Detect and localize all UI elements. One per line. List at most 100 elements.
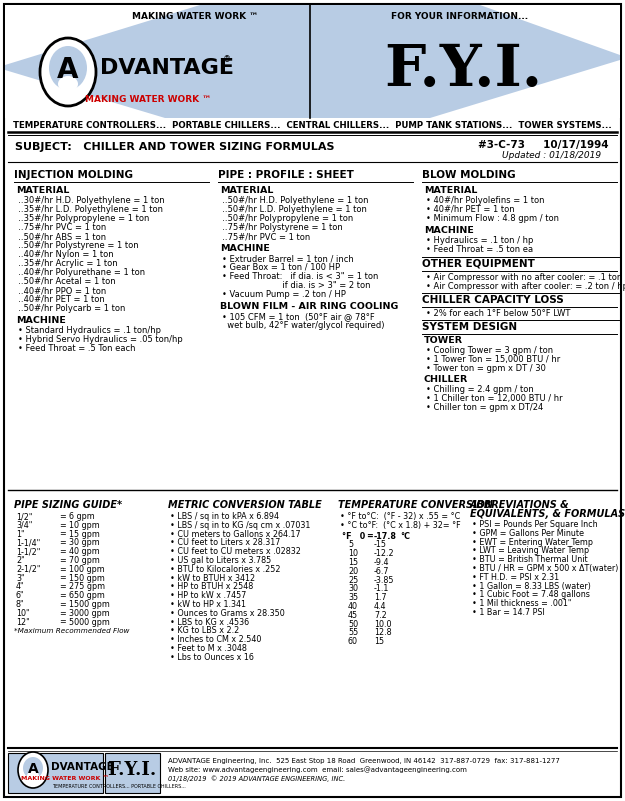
Text: MATERIAL: MATERIAL bbox=[424, 186, 478, 195]
Text: • Inches to CM x 2.540: • Inches to CM x 2.540 bbox=[170, 635, 261, 644]
Text: • Air Compressor with no after cooler: = .1 ton / hp: • Air Compressor with no after cooler: =… bbox=[426, 273, 625, 282]
Text: • Cooling Tower = 3 gpm / ton: • Cooling Tower = 3 gpm / ton bbox=[426, 346, 553, 355]
Polygon shape bbox=[5, 5, 200, 65]
Text: ‥35#/hr L.D. Polyethylene = 1 ton: ‥35#/hr L.D. Polyethylene = 1 ton bbox=[18, 205, 163, 214]
Bar bbox=[5, 5, 620, 118]
Text: -9.4: -9.4 bbox=[374, 558, 389, 567]
Text: MAKING WATER WORK ™: MAKING WATER WORK ™ bbox=[85, 95, 211, 104]
Text: =: = bbox=[59, 512, 66, 521]
Text: ‥50#/hr Acetal = 1 ton: ‥50#/hr Acetal = 1 ton bbox=[18, 277, 116, 286]
Text: 55: 55 bbox=[348, 629, 358, 638]
Text: 15 gpm: 15 gpm bbox=[69, 529, 100, 538]
Text: SYSTEM DESIGN: SYSTEM DESIGN bbox=[422, 322, 517, 332]
Text: CHILLER CAPACITY LOSS: CHILLER CAPACITY LOSS bbox=[422, 295, 564, 305]
Text: • Feed Throat:   if dia. is < 3" = 1 ton: • Feed Throat: if dia. is < 3" = 1 ton bbox=[222, 272, 378, 281]
Text: • EWT = Entering Water Temp: • EWT = Entering Water Temp bbox=[472, 537, 593, 546]
Text: • FT H.D. = PSI x 2.31: • FT H.D. = PSI x 2.31 bbox=[472, 573, 559, 582]
Text: ‥40#/hr Nylon = 1 ton: ‥40#/hr Nylon = 1 ton bbox=[18, 250, 114, 259]
Text: =: = bbox=[59, 565, 66, 574]
Text: #3-C-73     10/17/1994: #3-C-73 10/17/1994 bbox=[478, 140, 609, 150]
Text: Web site: www.advantageengineering.com  email: sales@advantageengineering.com: Web site: www.advantageengineering.com e… bbox=[168, 766, 467, 773]
Text: =: = bbox=[59, 538, 66, 547]
Text: 1-1/2": 1-1/2" bbox=[16, 547, 41, 556]
Text: • HP to BTUH x 2548: • HP to BTUH x 2548 bbox=[170, 582, 253, 591]
Text: • LBS / sq in to KG /sq cm x .07031: • LBS / sq in to KG /sq cm x .07031 bbox=[170, 521, 311, 529]
Text: 5000 gpm: 5000 gpm bbox=[69, 618, 110, 626]
Text: • 1 Mil thickness = .001": • 1 Mil thickness = .001" bbox=[472, 599, 571, 608]
Text: -3.85: -3.85 bbox=[374, 576, 394, 585]
Text: 01/18/2019  © 2019 ADVANTAGE ENGINEERING, INC.: 01/18/2019 © 2019 ADVANTAGE ENGINEERING,… bbox=[168, 775, 345, 782]
Text: 12": 12" bbox=[16, 618, 30, 626]
Bar bbox=[8, 753, 103, 793]
Text: if dia. is > 3" = 2 ton: if dia. is > 3" = 2 ton bbox=[222, 281, 371, 290]
Text: 70 gpm: 70 gpm bbox=[69, 556, 100, 565]
Text: -12.2: -12.2 bbox=[374, 549, 394, 558]
Text: MACHINE: MACHINE bbox=[220, 244, 270, 253]
Text: • Feed Throat = .5 Ton each: • Feed Throat = .5 Ton each bbox=[18, 344, 136, 353]
Text: 1": 1" bbox=[16, 529, 24, 538]
Text: • LBS / sq in to kPA x 6.894: • LBS / sq in to kPA x 6.894 bbox=[170, 512, 279, 521]
Text: -15: -15 bbox=[374, 541, 387, 549]
Text: INJECTION MOLDING: INJECTION MOLDING bbox=[14, 170, 133, 180]
Text: 3000 gpm: 3000 gpm bbox=[69, 609, 110, 618]
Text: • Hybrid Servo Hydraulics = .05 ton/hp: • Hybrid Servo Hydraulics = .05 ton/hp bbox=[18, 335, 182, 344]
Text: 40 gpm: 40 gpm bbox=[69, 547, 100, 556]
Text: • 1 Gallon = 8.33 LBS (water): • 1 Gallon = 8.33 LBS (water) bbox=[472, 582, 591, 590]
Text: ‥75#/hr PVC = 1 ton: ‥75#/hr PVC = 1 ton bbox=[18, 223, 106, 232]
Text: 30: 30 bbox=[348, 585, 358, 594]
Text: • CU meters to Gallons x 264.17: • CU meters to Gallons x 264.17 bbox=[170, 529, 301, 538]
Text: • Extruder Barrel = 1 ton / inch: • Extruder Barrel = 1 ton / inch bbox=[222, 254, 354, 263]
Text: 3/4": 3/4" bbox=[16, 521, 32, 529]
Text: ‥75#/hr Polystyrene = 1 ton: ‥75#/hr Polystyrene = 1 ton bbox=[222, 223, 343, 232]
Text: wet bulb, 42°F water/glycol required): wet bulb, 42°F water/glycol required) bbox=[222, 321, 384, 330]
Text: ‥50#/hr Polypropylene = 1 ton: ‥50#/hr Polypropylene = 1 ton bbox=[222, 214, 353, 223]
Ellipse shape bbox=[23, 757, 43, 779]
Text: 15: 15 bbox=[374, 638, 384, 646]
Text: -1.1: -1.1 bbox=[374, 585, 389, 594]
Text: PIPE SIZING GUIDE*: PIPE SIZING GUIDE* bbox=[14, 500, 122, 510]
Text: 10 gpm: 10 gpm bbox=[69, 521, 100, 529]
Text: ADVANTAGE Engineering, Inc.  525 East Stop 18 Road  Greenwood, IN 46142  317-887: ADVANTAGE Engineering, Inc. 525 East Sto… bbox=[168, 758, 560, 764]
Ellipse shape bbox=[49, 46, 87, 90]
Text: 1-1/4": 1-1/4" bbox=[16, 538, 40, 547]
Text: A: A bbox=[58, 56, 79, 84]
Text: OTHER EQUIPMENT: OTHER EQUIPMENT bbox=[422, 259, 535, 269]
Text: • PSI = Pounds Per Square Inch: • PSI = Pounds Per Square Inch bbox=[472, 520, 598, 529]
Text: • Lbs to Ounces x 16: • Lbs to Ounces x 16 bbox=[170, 653, 254, 662]
Text: • HP to kW x .7457: • HP to kW x .7457 bbox=[170, 591, 246, 600]
Text: 6 gpm: 6 gpm bbox=[69, 512, 95, 521]
Text: • °C to°F:  (°C x 1.8) + 32= °F: • °C to°F: (°C x 1.8) + 32= °F bbox=[340, 521, 461, 529]
Text: 35: 35 bbox=[348, 594, 358, 602]
Text: • Minimum Flow : 4.8 gpm / ton: • Minimum Flow : 4.8 gpm / ton bbox=[426, 214, 559, 223]
Text: TEMPERATURE CONTROLLERS... PORTABLE CHILLERS...: TEMPERATURE CONTROLLERS... PORTABLE CHIL… bbox=[52, 784, 186, 790]
Text: 2": 2" bbox=[16, 556, 25, 565]
Text: °C: °C bbox=[400, 532, 410, 541]
Text: F.Y.I.: F.Y.I. bbox=[107, 761, 157, 779]
Text: =: = bbox=[59, 618, 66, 626]
Text: • CU feet to Liters x 28.317: • CU feet to Liters x 28.317 bbox=[170, 538, 281, 547]
Text: 3": 3" bbox=[16, 574, 24, 582]
Text: CHILLER: CHILLER bbox=[424, 375, 468, 384]
Polygon shape bbox=[5, 70, 165, 118]
Text: • LWT = Leaving Water Temp: • LWT = Leaving Water Temp bbox=[472, 546, 589, 555]
Text: MACHINE: MACHINE bbox=[424, 226, 474, 235]
Text: =: = bbox=[59, 582, 66, 591]
Ellipse shape bbox=[40, 38, 96, 106]
Text: FOR YOUR INFORMATION...: FOR YOUR INFORMATION... bbox=[391, 12, 529, 21]
Text: DVANTAGE: DVANTAGE bbox=[51, 762, 114, 772]
Text: 10.0: 10.0 bbox=[374, 620, 391, 629]
Ellipse shape bbox=[58, 76, 78, 92]
Text: ®: ® bbox=[223, 55, 231, 65]
Text: METRIC CONVERSION TABLE: METRIC CONVERSION TABLE bbox=[168, 500, 322, 510]
Text: 30 gpm: 30 gpm bbox=[69, 538, 100, 547]
Text: ‥40#/hr PET = 1 ton: ‥40#/hr PET = 1 ton bbox=[18, 295, 105, 304]
Text: • Chiller ton = gpm x DT/24: • Chiller ton = gpm x DT/24 bbox=[426, 403, 543, 412]
Text: • 40#/hr Polyolefins = 1 ton: • 40#/hr Polyolefins = 1 ton bbox=[426, 196, 544, 205]
Ellipse shape bbox=[27, 771, 39, 781]
Text: • GPM = Gallons Per Minute: • GPM = Gallons Per Minute bbox=[472, 529, 584, 537]
Text: 12.8: 12.8 bbox=[374, 629, 392, 638]
Text: EQUIVALENTS, & FORMULAS: EQUIVALENTS, & FORMULAS bbox=[470, 509, 625, 519]
Text: • 40#/hr PET = 1 ton: • 40#/hr PET = 1 ton bbox=[426, 205, 514, 214]
Text: 8": 8" bbox=[16, 600, 24, 609]
Text: 20: 20 bbox=[348, 567, 358, 576]
